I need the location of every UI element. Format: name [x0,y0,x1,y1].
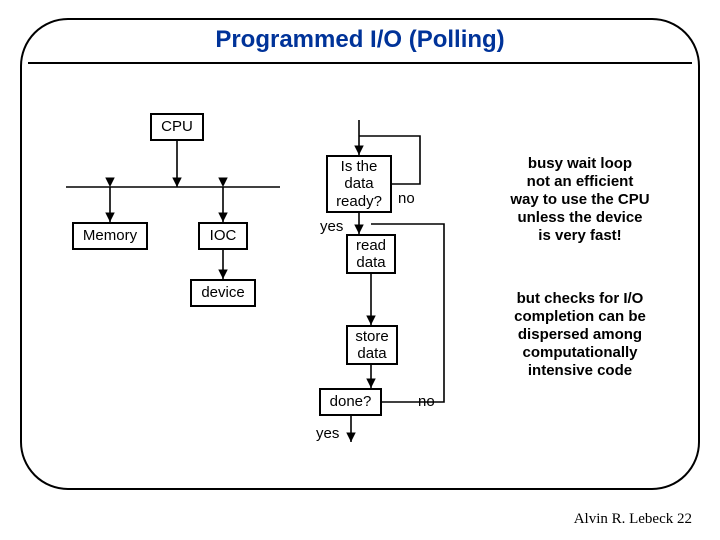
read-box: read data [346,234,396,274]
store-box: store data [346,325,398,365]
ioc-box: IOC [198,222,248,250]
dispersed-note: but checks for I/O completion can be dis… [480,290,680,380]
memory-label: Memory [83,227,137,244]
device-label: device [201,284,244,301]
busy-note: busy wait loop not an efficient way to u… [480,155,680,245]
device-box: device [190,279,256,307]
cpu-box: CPU [150,113,204,141]
memory-box: Memory [72,222,148,250]
ioc-label: IOC [210,227,237,244]
is-ready-box: Is the data ready? [326,155,392,213]
yes1-label: yes [320,218,343,235]
read-text: read data [356,237,386,272]
done-box: done? [319,388,382,416]
yes2-label: yes [316,425,339,442]
done-text: done? [330,393,372,410]
footer-text: Alvin R. Lebeck 22 [574,511,692,528]
no2-label: no [418,393,435,410]
is-ready-text: Is the data ready? [336,158,382,210]
cpu-label: CPU [161,118,193,135]
store-text: store data [355,328,388,363]
no1-label: no [398,190,415,207]
